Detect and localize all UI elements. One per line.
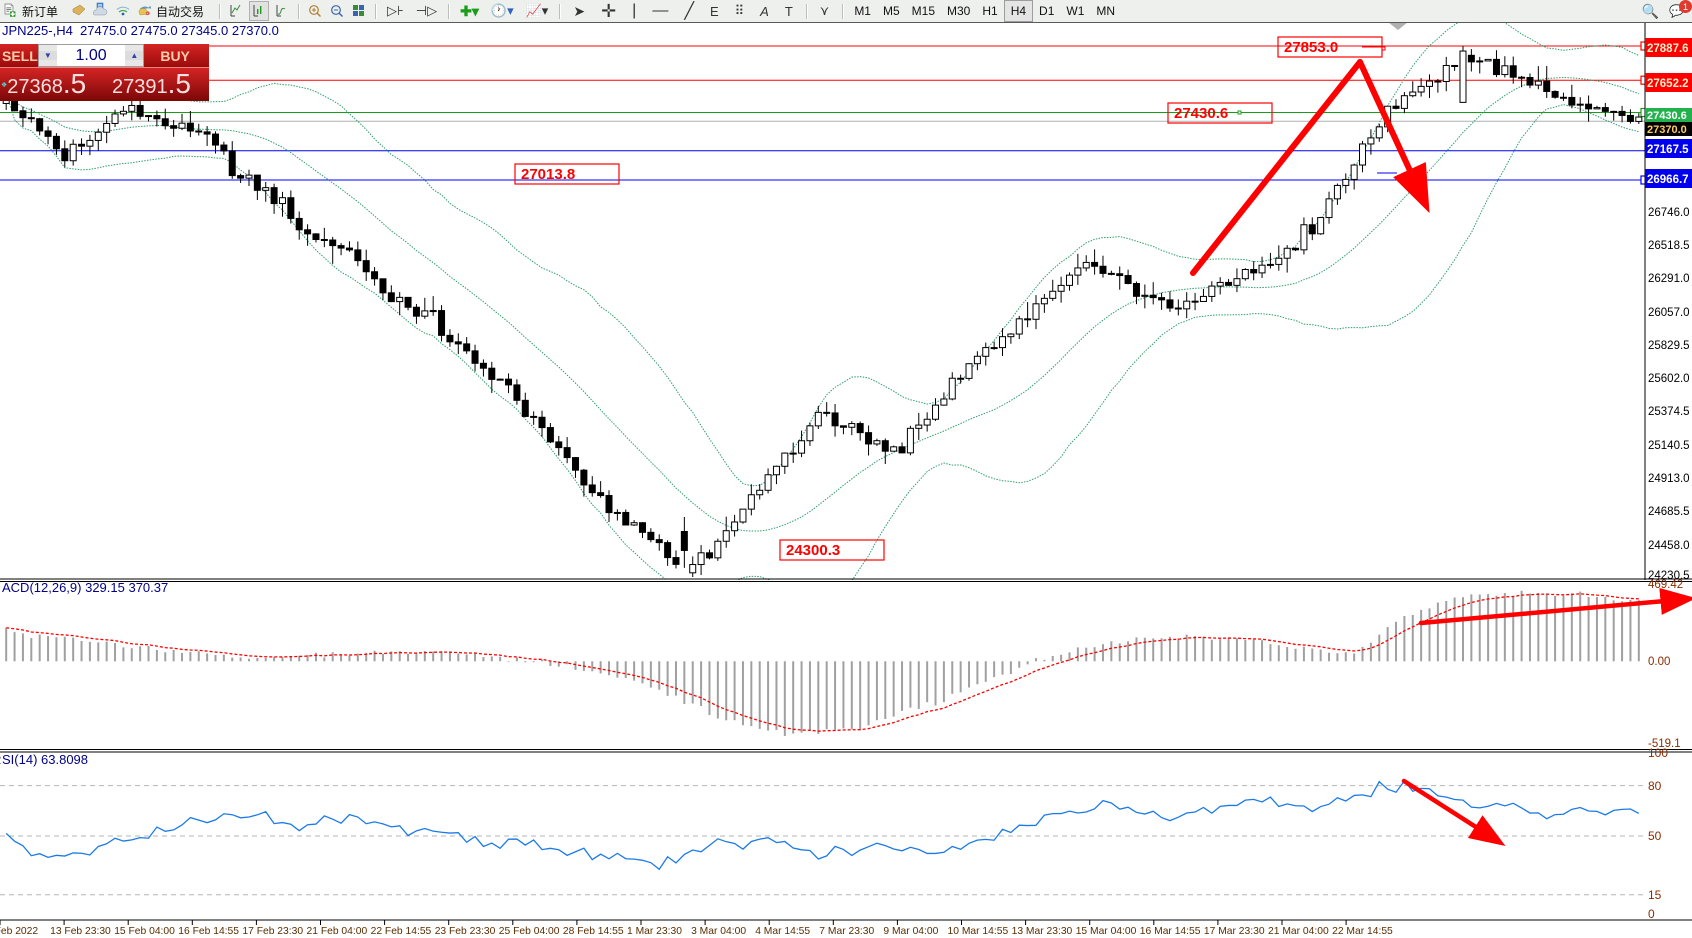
svg-text:25829.5: 25829.5 — [1648, 340, 1690, 352]
svg-text:27887.6: 27887.6 — [1647, 43, 1689, 55]
svg-text:27370.0: 27370.0 — [1647, 124, 1687, 136]
svg-text:22 Mar 14:55: 22 Mar 14:55 — [1332, 926, 1393, 937]
svg-text:9 Feb 2022: 9 Feb 2022 — [0, 926, 38, 937]
svg-text:26966.7: 26966.7 — [1647, 174, 1689, 186]
svg-text:27430.6: 27430.6 — [1174, 105, 1228, 122]
svg-text:R: R — [0, 752, 1, 767]
svg-text:25374.5: 25374.5 — [1648, 406, 1690, 418]
svg-text:17 Mar 23:30: 17 Mar 23:30 — [1204, 926, 1265, 937]
svg-text:ACD(12,26,9) 329.15 370.37: ACD(12,26,9) 329.15 370.37 — [2, 580, 168, 595]
svg-text:16 Mar 14:55: 16 Mar 14:55 — [1140, 926, 1201, 937]
svg-text:SI(14) 63.8098: SI(14) 63.8098 — [2, 752, 88, 767]
svg-text:10 Mar 14:55: 10 Mar 14:55 — [948, 926, 1009, 937]
svg-text:0.00: 0.00 — [1648, 656, 1670, 668]
svg-text:469.42: 469.42 — [1648, 579, 1683, 591]
svg-text:27013.8: 27013.8 — [521, 166, 575, 183]
svg-text:27430.6: 27430.6 — [1647, 110, 1687, 122]
svg-text:15 Mar 04:00: 15 Mar 04:00 — [1076, 926, 1137, 937]
svg-text:24458.0: 24458.0 — [1648, 540, 1690, 552]
svg-text:16 Feb 14:55: 16 Feb 14:55 — [178, 926, 239, 937]
svg-text:4 Mar 14:55: 4 Mar 14:55 — [755, 926, 810, 937]
svg-text:26291.0: 26291.0 — [1648, 273, 1690, 285]
svg-text:24300.3: 24300.3 — [786, 542, 840, 559]
svg-text:27167.5: 27167.5 — [1647, 144, 1689, 156]
svg-text:26057.0: 26057.0 — [1648, 307, 1690, 319]
svg-text:15: 15 — [1648, 888, 1662, 902]
svg-text:100: 100 — [1648, 746, 1668, 760]
svg-text:25140.5: 25140.5 — [1648, 440, 1690, 452]
svg-text:23 Feb 23:30: 23 Feb 23:30 — [435, 926, 496, 937]
svg-text:50: 50 — [1648, 829, 1662, 843]
svg-text:9 Mar 04:00: 9 Mar 04:00 — [883, 926, 938, 937]
svg-text:22 Feb 14:55: 22 Feb 14:55 — [371, 926, 432, 937]
svg-text:17 Feb 23:30: 17 Feb 23:30 — [242, 926, 303, 937]
svg-text:7 Mar 23:30: 7 Mar 23:30 — [819, 926, 874, 937]
svg-text:28 Feb 14:55: 28 Feb 14:55 — [563, 926, 624, 937]
svg-text:80: 80 — [1648, 779, 1662, 793]
svg-text:26746.0: 26746.0 — [1648, 207, 1690, 219]
svg-text:21 Mar 04:00: 21 Mar 04:00 — [1268, 926, 1329, 937]
svg-text:25602.0: 25602.0 — [1648, 373, 1690, 385]
svg-text:1 Mar 23:30: 1 Mar 23:30 — [627, 926, 682, 937]
svg-text:15 Feb 04:00: 15 Feb 04:00 — [114, 926, 175, 937]
svg-text:13 Mar 23:30: 13 Mar 23:30 — [1012, 926, 1073, 937]
svg-text:24913.0: 24913.0 — [1648, 473, 1690, 485]
svg-text:21 Feb 04:00: 21 Feb 04:00 — [307, 926, 368, 937]
svg-text:26518.5: 26518.5 — [1648, 240, 1690, 252]
svg-text:27853.0: 27853.0 — [1284, 39, 1338, 56]
svg-text:13 Feb 23:30: 13 Feb 23:30 — [50, 926, 111, 937]
svg-text:3 Mar 04:00: 3 Mar 04:00 — [691, 926, 746, 937]
svg-text:27652.2: 27652.2 — [1647, 78, 1689, 90]
svg-text:25 Feb 04:00: 25 Feb 04:00 — [499, 926, 560, 937]
svg-text:0: 0 — [1648, 907, 1655, 921]
svg-text:24685.5: 24685.5 — [1648, 506, 1690, 518]
